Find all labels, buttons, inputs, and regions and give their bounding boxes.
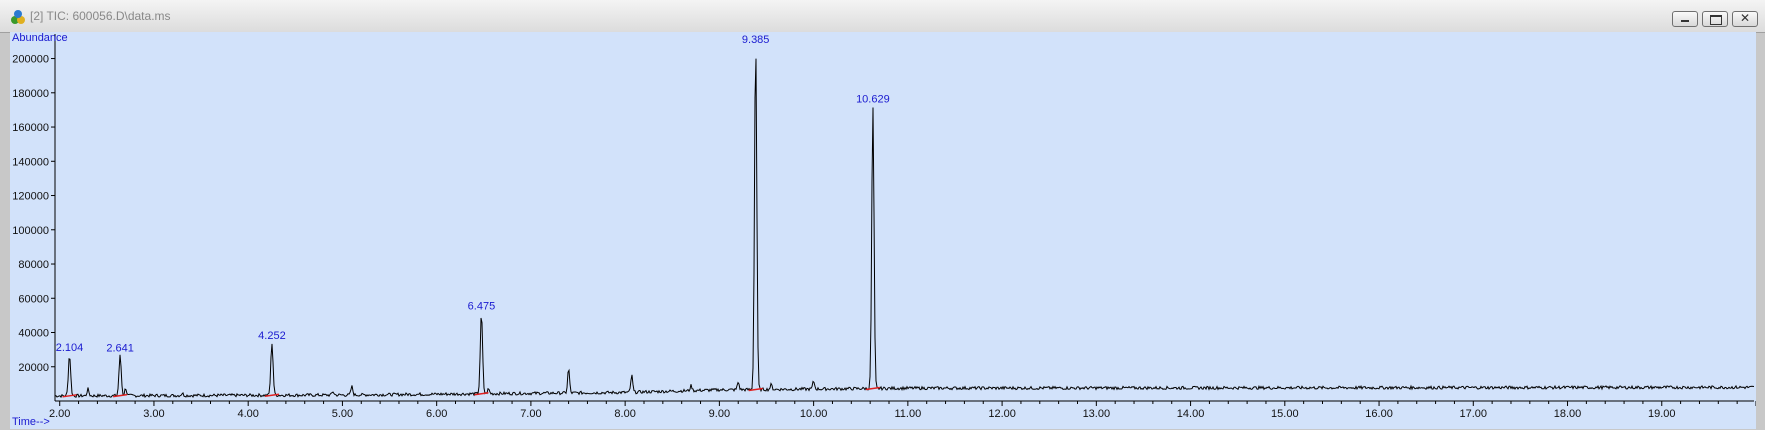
peak-label: 9.385 — [742, 34, 770, 46]
y-axis-label: Abundance — [12, 32, 68, 44]
peak-baseline-mark — [865, 386, 880, 391]
peak-label: 4.252 — [258, 330, 286, 342]
minimize-button[interactable] — [1672, 11, 1698, 27]
x-tick-label: 12.00 — [988, 408, 1016, 420]
peak-labels: 2.104 2.641 4.252 6.475 9.385 10.629 — [56, 34, 890, 355]
close-button[interactable]: ✕ — [1732, 11, 1758, 27]
chromatogram-chart: 20000 40000 60000 80000 100000 120000 140000 16… — [12, 32, 1756, 428]
minimize-icon — [1681, 20, 1689, 22]
x-tick-label: 8.00 — [614, 408, 635, 420]
x-tick-label: 4.00 — [237, 408, 258, 420]
x-axis-label: Time--> — [12, 416, 50, 428]
x-tick-label: 7.00 — [520, 408, 541, 420]
peak-baseline-mark — [62, 394, 77, 398]
maximize-icon — [1710, 15, 1722, 25]
x-tick-label: 16.00 — [1365, 408, 1393, 420]
y-tick-label: 120000 — [12, 191, 49, 203]
x-tick-label: 11.00 — [894, 408, 921, 420]
peak-baseline-mark — [748, 387, 763, 392]
axes — [54, 34, 1754, 402]
x-tick-label: 14.00 — [1177, 408, 1205, 420]
y-tick-label: 80000 — [18, 259, 49, 271]
y-tick-label: 140000 — [12, 156, 49, 168]
y-tick-label: 200000 — [12, 54, 49, 66]
y-tick-label: 100000 — [12, 225, 49, 237]
x-tick-label: 2.00 — [49, 408, 70, 420]
y-tick-label: 180000 — [12, 88, 49, 100]
peak-label: 2.641 — [106, 343, 134, 355]
window-title: [2] TIC: 600056.D\data.ms — [30, 9, 171, 23]
chromatogram-plot-area[interactable]: 20000 40000 60000 80000 100000 120000 140000 16… — [10, 32, 1756, 429]
x-tick-label: 18.00 — [1554, 408, 1582, 420]
peak-baseline-mark — [264, 393, 280, 397]
x-tick-label: 17.00 — [1460, 408, 1488, 420]
x-tick-label: 9.00 — [709, 408, 730, 420]
tic-trace — [54, 58, 1755, 399]
x-tick-label: 13.00 — [1083, 408, 1111, 420]
close-icon: ✕ — [1739, 11, 1751, 25]
y-tick-label: 20000 — [18, 362, 49, 374]
chromatogram-app-icon — [11, 10, 25, 24]
peak-label: 6.475 — [468, 301, 496, 313]
baseline-marks — [62, 386, 880, 398]
x-tick-label: 3.00 — [143, 408, 164, 420]
x-tick-label: 6.00 — [426, 408, 447, 420]
peak-baseline-mark — [474, 392, 489, 396]
y-tick-label: 40000 — [18, 328, 49, 340]
y-tick-label: 60000 — [18, 293, 49, 305]
peak-baseline-mark — [113, 393, 128, 398]
peak-label: 2.104 — [56, 342, 84, 354]
x-tick-label: 19.00 — [1648, 408, 1676, 420]
title-bar[interactable]: [2] TIC: 600056.D\data.ms ✕ — [0, 0, 1765, 33]
x-tick-label: 5.00 — [332, 408, 353, 420]
y-tick-label: 160000 — [12, 122, 49, 134]
maximize-button[interactable] — [1702, 11, 1728, 27]
ticks: 20000 40000 60000 80000 100000 120000 140000 16… — [12, 54, 1756, 420]
peak-label: 10.629 — [856, 93, 890, 105]
x-tick-label: 10.00 — [800, 408, 828, 420]
x-tick-label: 15.00 — [1271, 408, 1299, 420]
